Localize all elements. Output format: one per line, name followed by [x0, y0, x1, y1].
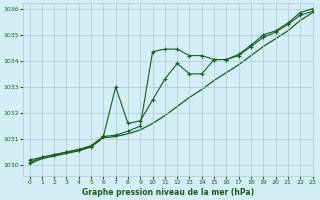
- X-axis label: Graphe pression niveau de la mer (hPa): Graphe pression niveau de la mer (hPa): [82, 188, 254, 197]
